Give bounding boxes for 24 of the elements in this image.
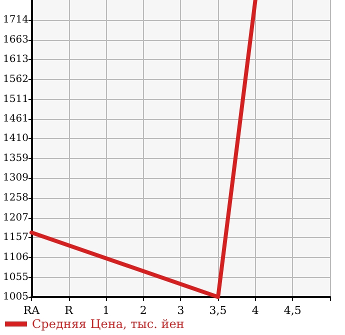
x-tick-label: R: [64, 304, 74, 317]
y-tick-label: 1106: [2, 252, 28, 264]
y-tick-label: 1663: [2, 34, 28, 46]
x-tick-label: 3: [177, 304, 184, 317]
y-tick-label: 1309: [2, 172, 28, 184]
y-tick-label: 1005: [2, 292, 28, 302]
y-tick-label: 1207: [2, 212, 28, 224]
y-tick-label: 1714: [2, 14, 28, 26]
x-tick-label: 3,5: [209, 304, 227, 317]
y-tick-label: 1562: [2, 74, 28, 85]
x-tick-label: RA: [23, 304, 41, 317]
y-tick-label: 1511: [2, 94, 28, 105]
y-tick-label: 1613: [2, 54, 28, 65]
x-tick-label: 4,5: [284, 304, 302, 317]
x-tick-label: 4: [252, 304, 259, 317]
x-tick-label: 1: [102, 304, 110, 317]
y-tick-label: 1410: [2, 133, 28, 144]
y-tick-label: 1157: [2, 232, 28, 244]
legend-label: Средняя Цена, тыс. йен: [32, 317, 184, 331]
x-tick-label: 2: [140, 304, 147, 317]
y-tick-label: 1359: [2, 153, 28, 164]
y-tick-label: 1461: [2, 113, 28, 124]
y-tick-label: 1258: [2, 192, 28, 204]
y-tick-label: 1055: [2, 272, 28, 283]
